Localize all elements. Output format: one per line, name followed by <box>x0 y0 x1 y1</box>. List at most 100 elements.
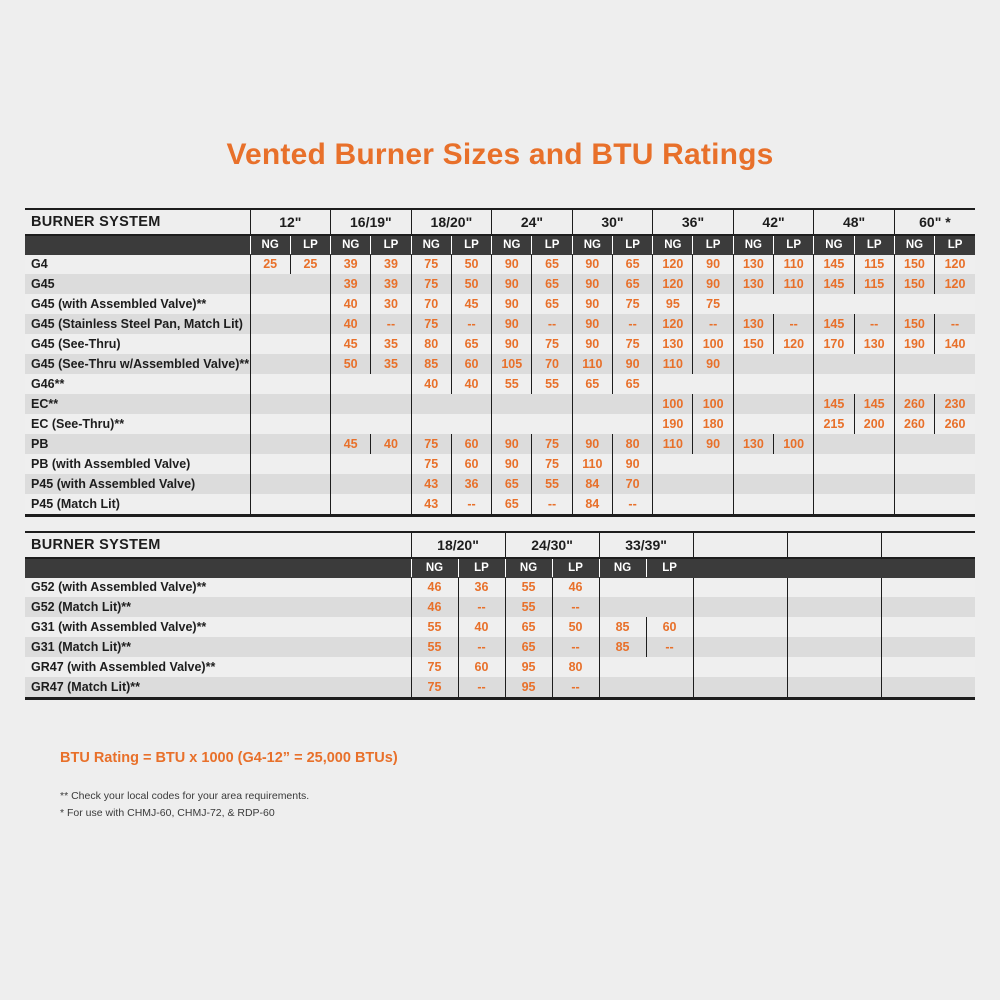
table-row: EC (See-Thru)** 190 180 215 200 260 260 <box>25 414 975 434</box>
btu-cell-ng <box>786 597 835 617</box>
btu-cell-lp: 75 <box>531 334 573 354</box>
btu-cell-ng: 110 <box>652 434 693 454</box>
table2-fuel-header-row: NG LP NG LP NG LP <box>25 558 976 578</box>
btu-cell-ng <box>732 454 774 474</box>
btu-cell-ng <box>880 617 929 637</box>
btu-cell-lp: 120 <box>773 334 814 354</box>
btu-cell-ng <box>249 374 291 394</box>
table-row: P45 (Match Lit) 43 -- 65 -- 84 -- <box>25 494 975 514</box>
burner-system-label: G46** <box>25 374 251 394</box>
t2-rule-cell <box>25 697 976 700</box>
t2-fuel-header-ng: NG <box>410 558 458 578</box>
btu-cell-lp <box>290 274 331 294</box>
btu-cell-ng: 43 <box>410 474 452 494</box>
t1-size-group-header: 18/20" <box>410 208 492 236</box>
btu-cell-lp <box>934 374 975 394</box>
btu-cell-ng: 84 <box>571 474 613 494</box>
table-row: G52 (Match Lit)** 46 -- 55 -- <box>25 597 976 617</box>
burner-system-label: P45 (with Assembled Valve) <box>25 474 251 494</box>
btu-cell-ng <box>732 414 774 434</box>
table-row: GR47 (Match Lit)** 75 -- 95 -- <box>25 677 976 697</box>
btu-cell-ng <box>571 394 613 414</box>
btu-cell-lp <box>692 494 734 514</box>
btu-cell-lp: 80 <box>611 434 653 454</box>
btu-cell-lp <box>854 374 895 394</box>
table-row: P45 (with Assembled Valve) 43 36 65 55 84 70 <box>25 474 975 494</box>
btu-cell-ng: 25 <box>249 254 291 274</box>
t1-fuel-header-ng: NG <box>893 235 935 255</box>
btu-cell-ng <box>249 294 291 314</box>
btu-cell-lp: 60 <box>450 354 492 374</box>
btu-cell-ng <box>330 454 371 474</box>
table-row: G45 (with Assembled Valve)** 40 30 70 45 90 65… <box>25 294 975 314</box>
btu-cell-lp <box>290 374 331 394</box>
btu-cell-ng <box>652 494 693 514</box>
btu-cell-ng <box>330 374 371 394</box>
btu-cell-lp: 50 <box>450 254 492 274</box>
btu-cell-lp: 180 <box>692 414 734 434</box>
btu-cell-lp <box>834 657 882 677</box>
btu-cell-lp: 39 <box>370 254 412 274</box>
btu-cell-ng <box>491 414 532 434</box>
t2-system-header: BURNER SYSTEM <box>25 531 411 559</box>
btu-cell-lp <box>773 394 814 414</box>
btu-cell-ng: 110 <box>571 454 613 474</box>
btu-cell-ng: 90 <box>491 314 532 334</box>
btu-cell-lp <box>934 494 975 514</box>
btu-cell-lp <box>290 394 331 414</box>
table1-body: G4 25 25 39 39 75 50 90 65 90 65 120 90 130 110 145 115 1… <box>25 254 975 514</box>
btu-cell-lp: 90 <box>692 354 734 374</box>
btu-cell-ng: 105 <box>491 354 532 374</box>
t2-fuel-header-lp: LP <box>457 558 506 578</box>
table-row: EC** 100 100 145 145 260 230 <box>25 394 975 414</box>
btu-cell-ng <box>692 677 741 697</box>
btu-cell-lp: -- <box>531 314 573 334</box>
btu-cell-ng <box>893 474 935 494</box>
btu-cell-ng <box>692 657 741 677</box>
btu-cell-ng <box>880 657 929 677</box>
btu-cell-lp: -- <box>645 637 694 657</box>
btu-cell-lp: 90 <box>692 254 734 274</box>
btu-cell-ng: 130 <box>732 314 774 334</box>
btu-cell-lp: 25 <box>289 254 331 274</box>
btu-cell-ng: 150 <box>732 334 774 354</box>
table-row: G45 (See-Thru w/Assembled Valve)** 50 35 85… <box>25 354 975 374</box>
btu-cell-ng <box>786 637 835 657</box>
btu-cell-lp <box>370 494 412 514</box>
btu-cell-lp: 260 <box>934 414 975 434</box>
btu-cell-lp: 75 <box>611 294 653 314</box>
btu-cell-lp <box>740 677 788 697</box>
burner-ratings-table: BURNER SYSTEM 12" 16/19" 18/20" 24" 30" 36" 42"… <box>25 208 975 517</box>
t2-fuel-header-lp: LP <box>645 558 694 578</box>
btu-cell-ng: 120 <box>652 274 693 294</box>
btu-cell-lp <box>370 374 412 394</box>
btu-cell-ng <box>249 394 291 414</box>
t1-size-group-header: 48" <box>813 208 895 236</box>
btu-cell-ng <box>652 474 693 494</box>
burner-system-label: G52 (with Assembled Valve)** <box>25 577 411 597</box>
btu-cell-lp: 50 <box>551 617 600 637</box>
table-row: GR47 (with Assembled Valve)** 75 60 95 80 <box>25 657 976 677</box>
btu-cell-lp <box>834 617 882 637</box>
btu-cell-lp: 35 <box>370 334 412 354</box>
btu-cell-ng: 75 <box>410 274 452 294</box>
btu-cell-lp <box>934 474 975 494</box>
btu-cell-ng: 90 <box>571 254 613 274</box>
burner-system-label: P45 (Match Lit) <box>25 494 251 514</box>
btu-cell-ng <box>893 434 935 454</box>
btu-cell-lp <box>928 577 976 597</box>
btu-cell-lp: -- <box>531 494 573 514</box>
btu-cell-lp: 110 <box>773 254 814 274</box>
btu-cell-lp: 100 <box>773 434 814 454</box>
t2-fuel-header-empty <box>927 558 976 578</box>
btu-cell-ng <box>893 494 935 514</box>
btu-cell-lp <box>290 334 331 354</box>
btu-cell-ng: 45 <box>330 334 371 354</box>
t2-fuel-header-spacer <box>25 558 411 578</box>
btu-cell-lp: 100 <box>692 394 734 414</box>
vented-burner-table-1: BURNER SYSTEM 12" 16/19" 18/20" 24" 30" 36" 42"… <box>25 208 975 517</box>
t2-fuel-header-ng: NG <box>598 558 647 578</box>
t1-fuel-header-lp: LP <box>370 235 412 255</box>
btu-cell-lp: 40 <box>370 434 412 454</box>
btu-cell-ng <box>813 454 855 474</box>
